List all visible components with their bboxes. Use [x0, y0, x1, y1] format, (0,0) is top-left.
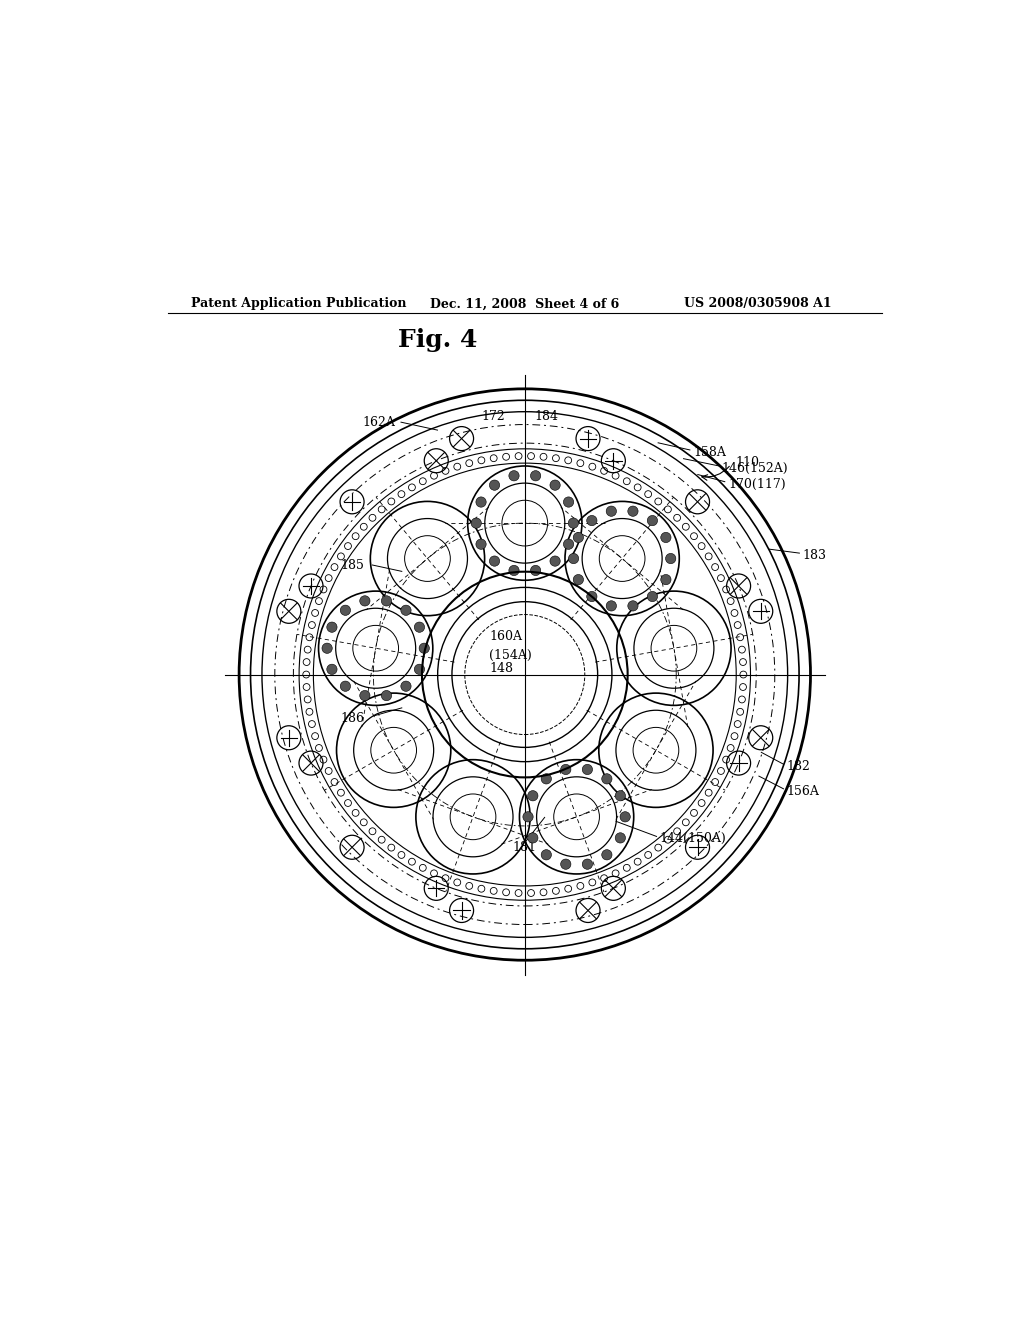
Circle shape — [560, 859, 571, 870]
Circle shape — [541, 850, 552, 859]
Circle shape — [476, 496, 486, 507]
Circle shape — [628, 601, 638, 611]
Circle shape — [509, 565, 519, 576]
Text: 181: 181 — [513, 841, 537, 854]
Circle shape — [400, 605, 411, 615]
Circle shape — [606, 601, 616, 611]
Circle shape — [563, 496, 573, 507]
Circle shape — [660, 532, 671, 543]
Circle shape — [550, 480, 560, 490]
Circle shape — [327, 664, 337, 675]
Circle shape — [615, 833, 626, 843]
Circle shape — [583, 859, 593, 870]
Circle shape — [381, 690, 391, 701]
Circle shape — [340, 605, 350, 615]
Circle shape — [415, 622, 425, 632]
Circle shape — [560, 764, 571, 775]
Text: 146(152A): 146(152A) — [722, 462, 788, 475]
Circle shape — [550, 556, 560, 566]
Circle shape — [602, 774, 612, 784]
Circle shape — [660, 574, 671, 585]
Circle shape — [489, 556, 500, 566]
Circle shape — [666, 553, 676, 564]
Circle shape — [471, 517, 481, 528]
Circle shape — [568, 517, 579, 528]
Circle shape — [628, 506, 638, 516]
Text: 158A: 158A — [693, 446, 726, 459]
Text: 183: 183 — [803, 549, 826, 562]
Circle shape — [523, 812, 534, 822]
Circle shape — [530, 565, 541, 576]
Text: 182: 182 — [786, 760, 811, 774]
Text: Fig. 4: Fig. 4 — [397, 327, 477, 351]
Circle shape — [602, 850, 612, 859]
Text: 144(150A): 144(150A) — [659, 833, 726, 845]
Text: 156A: 156A — [786, 784, 819, 797]
Text: US 2008/0305908 A1: US 2008/0305908 A1 — [684, 297, 831, 310]
Circle shape — [587, 515, 597, 525]
Text: 186: 186 — [341, 711, 365, 725]
Circle shape — [509, 471, 519, 480]
Circle shape — [563, 539, 573, 549]
Text: Patent Application Publication: Patent Application Publication — [191, 297, 407, 310]
Text: 160A: 160A — [489, 630, 522, 643]
Text: Dec. 11, 2008  Sheet 4 of 6: Dec. 11, 2008 Sheet 4 of 6 — [430, 297, 618, 310]
Circle shape — [489, 480, 500, 490]
Circle shape — [322, 643, 332, 653]
Circle shape — [573, 574, 584, 585]
Circle shape — [620, 812, 631, 822]
Text: (154A): (154A) — [489, 649, 531, 663]
Circle shape — [615, 791, 626, 801]
Circle shape — [359, 690, 370, 701]
Text: 170(117): 170(117) — [728, 478, 785, 491]
Text: 172: 172 — [481, 411, 505, 424]
Circle shape — [419, 643, 429, 653]
Circle shape — [568, 553, 579, 564]
Circle shape — [340, 681, 350, 692]
Text: 110: 110 — [736, 457, 760, 469]
Text: 185: 185 — [341, 558, 365, 572]
Circle shape — [647, 591, 657, 602]
Circle shape — [573, 532, 584, 543]
Circle shape — [587, 591, 597, 602]
Text: 148: 148 — [489, 661, 513, 675]
Circle shape — [530, 471, 541, 480]
Circle shape — [583, 764, 593, 775]
Circle shape — [476, 539, 486, 549]
Circle shape — [527, 791, 538, 801]
Circle shape — [527, 833, 538, 843]
Text: 184: 184 — [535, 411, 558, 424]
Circle shape — [327, 622, 337, 632]
Circle shape — [381, 595, 391, 606]
Circle shape — [647, 515, 657, 525]
Circle shape — [415, 664, 425, 675]
Text: 162A: 162A — [362, 416, 396, 429]
Circle shape — [606, 506, 616, 516]
Circle shape — [541, 774, 552, 784]
Circle shape — [359, 595, 370, 606]
Circle shape — [400, 681, 411, 692]
